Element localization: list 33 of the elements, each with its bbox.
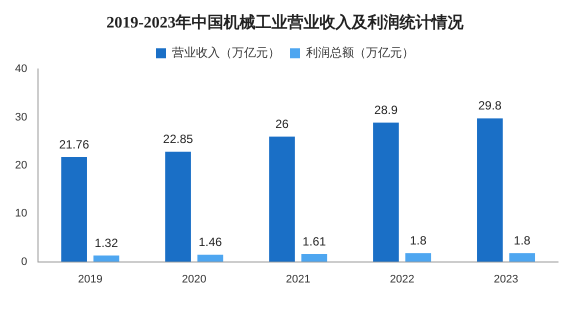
data-label: 21.76 [59,137,90,152]
chart-title: 2019-2023年中国机械工业营业收入及利润统计情况 [106,14,465,32]
data-label: 1.61 [302,234,326,248]
bar [477,118,503,262]
data-label: 1.8 [514,233,531,248]
y-tick-label: 0 [21,256,28,268]
bar [405,253,432,262]
data-label: 1.8 [410,233,427,248]
legend-label: 营业收入（万亿元） [172,45,280,60]
bar [269,136,295,262]
bar [165,152,191,262]
y-tick-label: 30 [14,111,28,124]
bar [197,254,224,262]
y-tick-label: 10 [14,208,28,220]
bar [373,122,399,262]
bar [301,254,328,262]
data-label: 1.46 [198,235,222,250]
data-label: 22.85 [163,132,194,146]
bar [61,157,87,262]
y-tick-label: 20 [14,160,28,172]
data-label: 1.32 [94,236,118,250]
x-tick-label: 2023 [494,273,518,286]
data-label: 28.9 [374,102,398,117]
x-tick-label: 2020 [182,273,206,286]
x-tick-label: 2021 [286,273,310,286]
x-tick-label: 2019 [78,273,102,286]
bar [509,253,536,262]
data-label: 26 [275,116,289,131]
x-tick-label: 2022 [390,273,414,286]
data-label: 29.8 [478,98,502,113]
legend-label: 利润总额（万亿元） [306,45,414,60]
bar [93,255,120,262]
y-tick-label: 40 [14,63,28,76]
